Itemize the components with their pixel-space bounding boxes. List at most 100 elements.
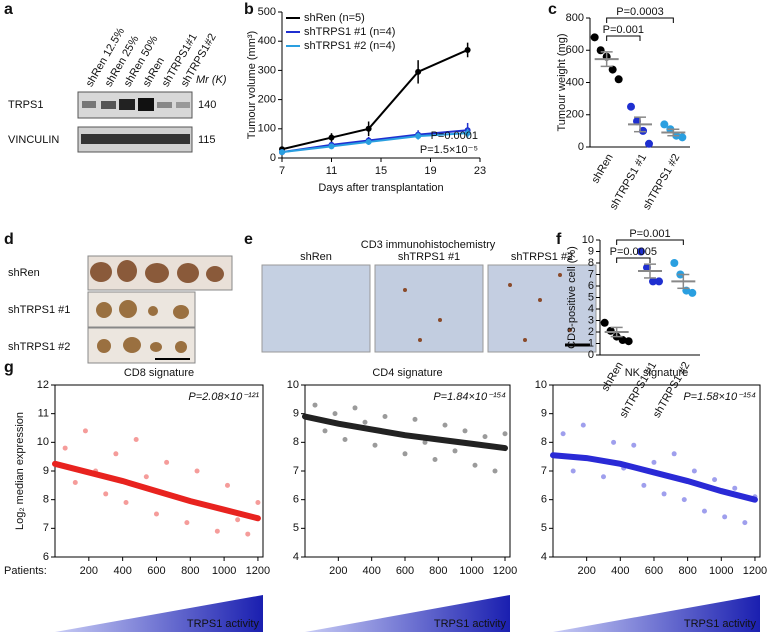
plot-frame [552,384,761,558]
activity-label: TRPS1 activity [434,618,507,630]
p-value: P=0.001 [629,228,670,240]
x-tick-label: 600 [147,565,165,577]
y-tick-label: 200 [258,94,276,106]
panel-label: g [4,359,14,376]
x-tick-label: shRen [599,360,625,394]
tumour-photos [87,255,233,364]
point [631,442,637,448]
point [712,477,718,483]
point [678,133,687,142]
p-value: P=0.001 [603,24,644,36]
point [618,336,627,345]
bracket [616,239,684,245]
y-tick-label: 5 [293,522,299,534]
y-tick-label: 4 [541,551,547,563]
point [153,511,159,517]
x-tick-label: 400 [113,565,131,577]
point [342,436,348,442]
point [701,508,707,514]
point [464,130,471,137]
ihc-images [261,264,597,353]
point [235,517,241,523]
y-tick-label: 0 [578,141,584,153]
x-tick-label: 1000 [212,565,236,577]
y-tick-label: 2 [588,326,594,338]
point [661,491,667,497]
point [255,500,261,506]
y-tick-label: 4 [588,303,594,315]
p-value: P=2.08×10⁻¹²¹ [188,391,259,403]
y-tick-label: 1 [588,337,594,349]
x-tick-label: 23 [474,165,486,177]
point [655,277,663,286]
y-tick-label: 10 [582,234,594,246]
x-tick-label: 200 [577,565,595,577]
y-tick-label: 5 [588,291,594,303]
point [482,434,488,440]
trend-line [52,460,261,522]
y-tick-label: 6 [588,280,594,292]
y-tick-label: 5 [541,522,547,534]
point [681,497,687,503]
point [72,479,78,485]
point [614,75,623,84]
point [382,414,388,420]
point [688,288,697,297]
mw-label: 115 [198,134,216,146]
point [422,439,428,445]
point [432,457,438,463]
point [372,442,378,448]
activity-label: TRPS1 activity [187,618,260,630]
point [641,482,647,488]
blot-image [77,91,193,153]
point [691,468,697,474]
y-tick-label: 7 [293,465,299,477]
y-axis-label: Tumour volume (mm³) [246,31,258,139]
x-tick-label: 1200 [246,565,270,577]
plot-frame [304,384,511,558]
row-label: shTRPS1 #1 [8,304,70,316]
y-tick-label: 11 [38,408,49,420]
point [322,428,328,434]
x-tick-label: 1200 [493,565,517,577]
x-tick-label: 800 [429,565,447,577]
point [611,439,617,445]
point [164,459,170,465]
point [312,402,318,408]
y-tick-label: 6 [541,494,547,506]
p-value: P=0.0005 [610,246,657,258]
point [462,428,468,434]
p-value: P=0.0001 [431,130,478,142]
bracket [606,17,674,23]
point [722,514,728,520]
row-label: VINCULIN [8,134,59,146]
x-axis-label: Days after transplantation [318,182,443,194]
x-tick-label: 1200 [743,565,767,577]
mw-label: 140 [198,99,216,111]
y-tick-label: 0 [588,349,594,361]
y-tick-label: 500 [258,6,276,18]
point [570,468,576,474]
point [412,416,418,422]
y-tick-label: 400 [258,35,276,47]
y-tick-label: 12 [37,379,49,391]
point [472,462,478,468]
point [637,247,645,256]
bracket [616,257,651,263]
activity-wedge [553,595,760,632]
ihc-label: shRen [300,251,332,263]
activity-label: TRPS1 activity [684,618,757,630]
y-tick-label: 8 [43,494,49,506]
point [214,528,220,534]
point [184,520,190,526]
point [415,133,422,140]
p-value: P=1.58×10⁻¹⁵⁴ [683,391,756,403]
y-tick-label: 7 [541,465,547,477]
point [670,259,679,267]
point [279,149,285,156]
point [332,411,338,417]
point [245,531,251,537]
y-tick-label: 4 [293,551,299,563]
x-tick-label: 19 [424,165,436,177]
point [671,451,677,457]
